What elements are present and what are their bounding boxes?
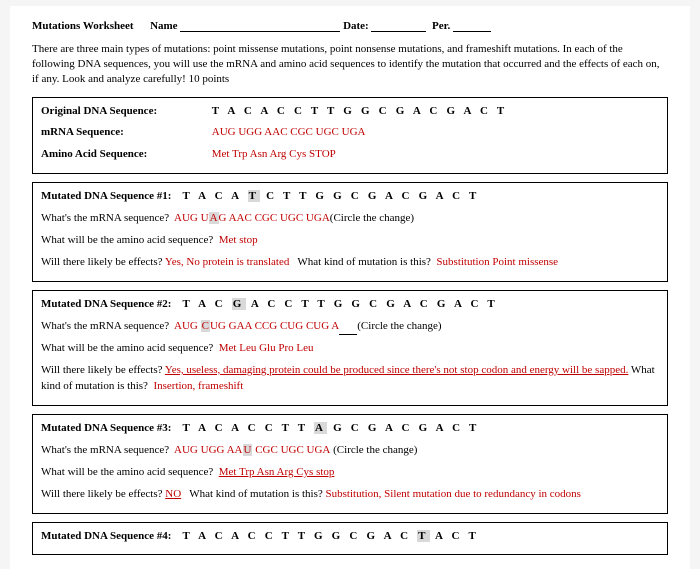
q-aa: What will be the amino acid sequence? xyxy=(41,342,213,354)
q-aa: What will be the amino acid sequence? xyxy=(41,234,213,246)
orig-aa-label: Amino Acid Sequence: xyxy=(41,147,191,163)
m2-dna: T A C G A C C T T G G C G A C G A C T xyxy=(182,298,497,310)
q-eff: Will there likely be effects? xyxy=(41,488,163,500)
mutation-4-box: Mutated DNA Sequence #4: T A C A C C T T… xyxy=(32,522,668,556)
instructions: There are three main types of mutations:… xyxy=(32,42,668,87)
date-blank[interactable] xyxy=(371,31,426,32)
m1-aa: Met stop xyxy=(219,234,258,246)
mutation-2-box: Mutated DNA Sequence #2: T A C G A C C T… xyxy=(32,290,668,406)
m1-dna: T A C A T C T T G G C G A C G A C T xyxy=(182,190,479,202)
m3-mrna: AUG UGG AAU CGC UGC UGA xyxy=(174,444,330,456)
m1-kind: Substitution Point missense xyxy=(436,256,558,268)
m2-mrna: AUG CUG GAA CCG CUG CUG A xyxy=(174,320,339,332)
m2-eff: Yes, useless, damaging protein could be … xyxy=(165,364,628,376)
orig-mrna: AUG UGG AAC CGC UGC UGA xyxy=(212,125,366,141)
m3-aa: Met Trp Asn Arg Cys stop xyxy=(219,466,335,478)
m4-dna: T A C A C C T T G G C G A C T A C T xyxy=(182,530,479,542)
m1-mrna: AUG UAG AAC CGC UGC UGA xyxy=(174,212,330,224)
q-mrna: What's the mRNA sequence? xyxy=(41,212,169,224)
m4-label: Mutated DNA Sequence #4: xyxy=(41,529,171,545)
q-mrna: What's the mRNA sequence? xyxy=(41,444,169,456)
m3-dna: T A C A C C T T A G C G A C G A C T xyxy=(182,422,479,434)
m3-eff: NO xyxy=(165,488,181,500)
q-aa: What will be the amino acid sequence? xyxy=(41,466,213,478)
m3-label: Mutated DNA Sequence #3: xyxy=(41,421,171,437)
per-label: Per. xyxy=(432,20,450,32)
m2-label: Mutated DNA Sequence #2: xyxy=(41,297,171,313)
circle: (Circle the change) xyxy=(357,320,441,332)
mutation-1-box: Mutated DNA Sequence #1: T A C A T C T T… xyxy=(32,182,668,282)
name-label: Name xyxy=(150,20,178,32)
orig-dna: T A C A C C T T G G C G A C G A C T xyxy=(212,104,508,120)
m2-aa: Met Leu Glu Pro Leu xyxy=(219,342,314,354)
q-eff: Will there likely be effects? xyxy=(41,256,163,268)
title: Mutations Worksheet xyxy=(32,20,134,32)
q-kind: What kind of mutation is this? xyxy=(189,488,323,500)
circle: (Circle the change) xyxy=(333,444,417,456)
name-blank[interactable] xyxy=(180,31,340,32)
worksheet-page: Mutations Worksheet Name Date: Per. Ther… xyxy=(10,6,690,569)
orig-dna-label: Original DNA Sequence: xyxy=(41,104,191,120)
date-label: Date: xyxy=(343,20,369,32)
m3-kind: Substitution, Silent mutation due to red… xyxy=(326,488,581,500)
q-kind: What kind of mutation is this? xyxy=(297,256,431,268)
orig-aa: Met Trp Asn Arg Cys STOP xyxy=(212,147,336,163)
circle: (Circle the change) xyxy=(330,212,414,224)
original-box: Original DNA Sequence: T A C A C C T T G… xyxy=(32,97,668,175)
per-blank[interactable] xyxy=(453,31,491,32)
orig-mrna-label: mRNA Sequence: xyxy=(41,125,191,141)
m1-label: Mutated DNA Sequence #1: xyxy=(41,189,171,205)
header-line: Mutations Worksheet Name Date: Per. xyxy=(32,20,668,32)
q-mrna: What's the mRNA sequence? xyxy=(41,320,169,332)
m2-kind: Insertion, frameshift xyxy=(153,380,243,392)
mutation-3-box: Mutated DNA Sequence #3: T A C A C C T T… xyxy=(32,414,668,514)
q-eff: Will there likely be effects? xyxy=(41,364,163,376)
m1-eff: Yes, No protein is translated xyxy=(165,256,289,268)
